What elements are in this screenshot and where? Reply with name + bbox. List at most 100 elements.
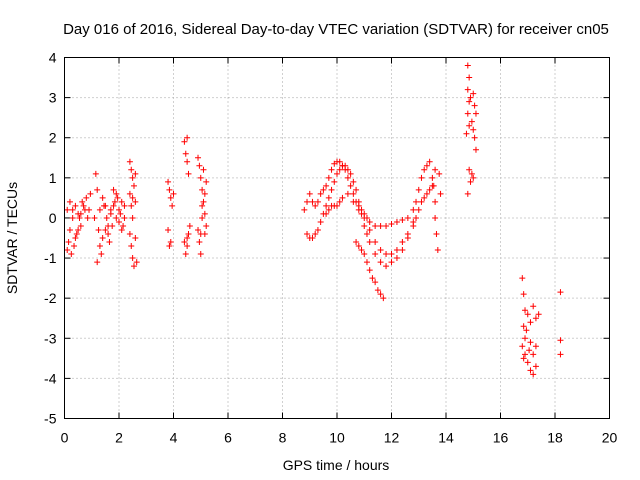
data-point xyxy=(339,194,346,201)
data-point xyxy=(69,214,76,221)
data-point xyxy=(421,166,428,173)
data-point xyxy=(363,259,370,266)
data-point xyxy=(99,235,106,241)
data-point xyxy=(410,206,417,213)
data-point xyxy=(522,307,529,314)
data-point xyxy=(184,158,191,165)
data-point xyxy=(429,174,436,181)
x-tick-label: 16 xyxy=(493,430,509,446)
data-point xyxy=(102,226,109,233)
data-point xyxy=(201,210,208,217)
data-point xyxy=(418,198,425,205)
data-point xyxy=(80,202,87,209)
data-point xyxy=(328,186,335,193)
data-point xyxy=(532,315,539,322)
data-point xyxy=(466,74,473,81)
data-point xyxy=(347,170,354,177)
data-point xyxy=(383,222,390,229)
y-tick-label: 1 xyxy=(49,170,57,186)
data-point xyxy=(471,134,478,141)
data-point xyxy=(432,198,439,205)
data-point xyxy=(388,251,395,258)
data-point xyxy=(107,206,114,213)
data-point xyxy=(76,214,83,221)
data-point xyxy=(524,311,531,318)
data-point xyxy=(380,295,387,302)
data-point xyxy=(101,202,108,209)
data-point xyxy=(312,230,319,237)
grid xyxy=(64,57,610,419)
data-point xyxy=(336,198,343,205)
data-point xyxy=(557,337,564,344)
data-point xyxy=(366,267,373,274)
data-point xyxy=(182,251,189,258)
data-point xyxy=(201,230,208,237)
data-point xyxy=(522,335,529,342)
data-point xyxy=(185,230,192,237)
data-point xyxy=(432,214,439,221)
data-point xyxy=(472,146,479,153)
data-point xyxy=(128,202,135,209)
data-point xyxy=(377,291,384,298)
data-point xyxy=(520,323,527,330)
y-tick-label: -5 xyxy=(44,411,57,427)
data-point xyxy=(464,62,471,69)
data-point xyxy=(87,190,94,197)
data-point xyxy=(165,178,172,185)
x-tick-label: 20 xyxy=(602,430,618,446)
x-tick-label: 4 xyxy=(170,430,178,446)
data-point xyxy=(410,218,417,225)
data-point xyxy=(355,243,362,250)
data-point xyxy=(372,251,379,258)
data-point xyxy=(535,311,542,318)
data-point xyxy=(372,239,379,246)
data-point xyxy=(423,190,430,197)
data-point xyxy=(203,178,210,185)
data-point xyxy=(421,194,428,201)
data-point xyxy=(196,162,203,169)
data-points xyxy=(64,62,564,378)
data-point xyxy=(383,263,390,270)
data-point xyxy=(301,206,308,213)
data-point xyxy=(344,174,351,181)
data-point xyxy=(372,222,379,229)
data-point xyxy=(199,202,206,209)
data-point xyxy=(110,202,117,209)
data-point xyxy=(434,247,441,254)
data-point xyxy=(353,239,360,246)
data-point xyxy=(199,186,206,193)
data-point xyxy=(436,170,443,177)
data-point xyxy=(377,247,384,254)
data-point xyxy=(309,235,316,241)
data-point xyxy=(466,166,473,173)
data-point xyxy=(199,214,206,221)
data-point xyxy=(361,222,368,229)
data-point xyxy=(92,170,99,177)
data-point xyxy=(120,222,127,229)
data-point xyxy=(323,210,330,217)
data-point xyxy=(166,186,173,193)
data-point xyxy=(121,214,128,221)
data-point xyxy=(116,218,122,225)
data-point xyxy=(527,319,534,326)
data-point xyxy=(520,291,527,298)
data-point xyxy=(418,174,425,181)
data-point xyxy=(132,170,139,177)
data-point xyxy=(363,230,370,237)
data-point xyxy=(325,174,332,181)
data-point xyxy=(530,351,537,358)
data-point xyxy=(415,186,422,193)
data-point xyxy=(317,218,324,225)
data-point xyxy=(328,166,335,173)
data-point xyxy=(126,190,133,197)
data-point xyxy=(110,186,117,193)
data-point xyxy=(165,226,172,233)
data-point xyxy=(99,194,106,201)
data-point xyxy=(523,327,530,334)
data-point xyxy=(520,355,527,362)
data-point xyxy=(347,182,354,189)
data-point xyxy=(366,218,373,225)
data-point xyxy=(471,102,478,109)
